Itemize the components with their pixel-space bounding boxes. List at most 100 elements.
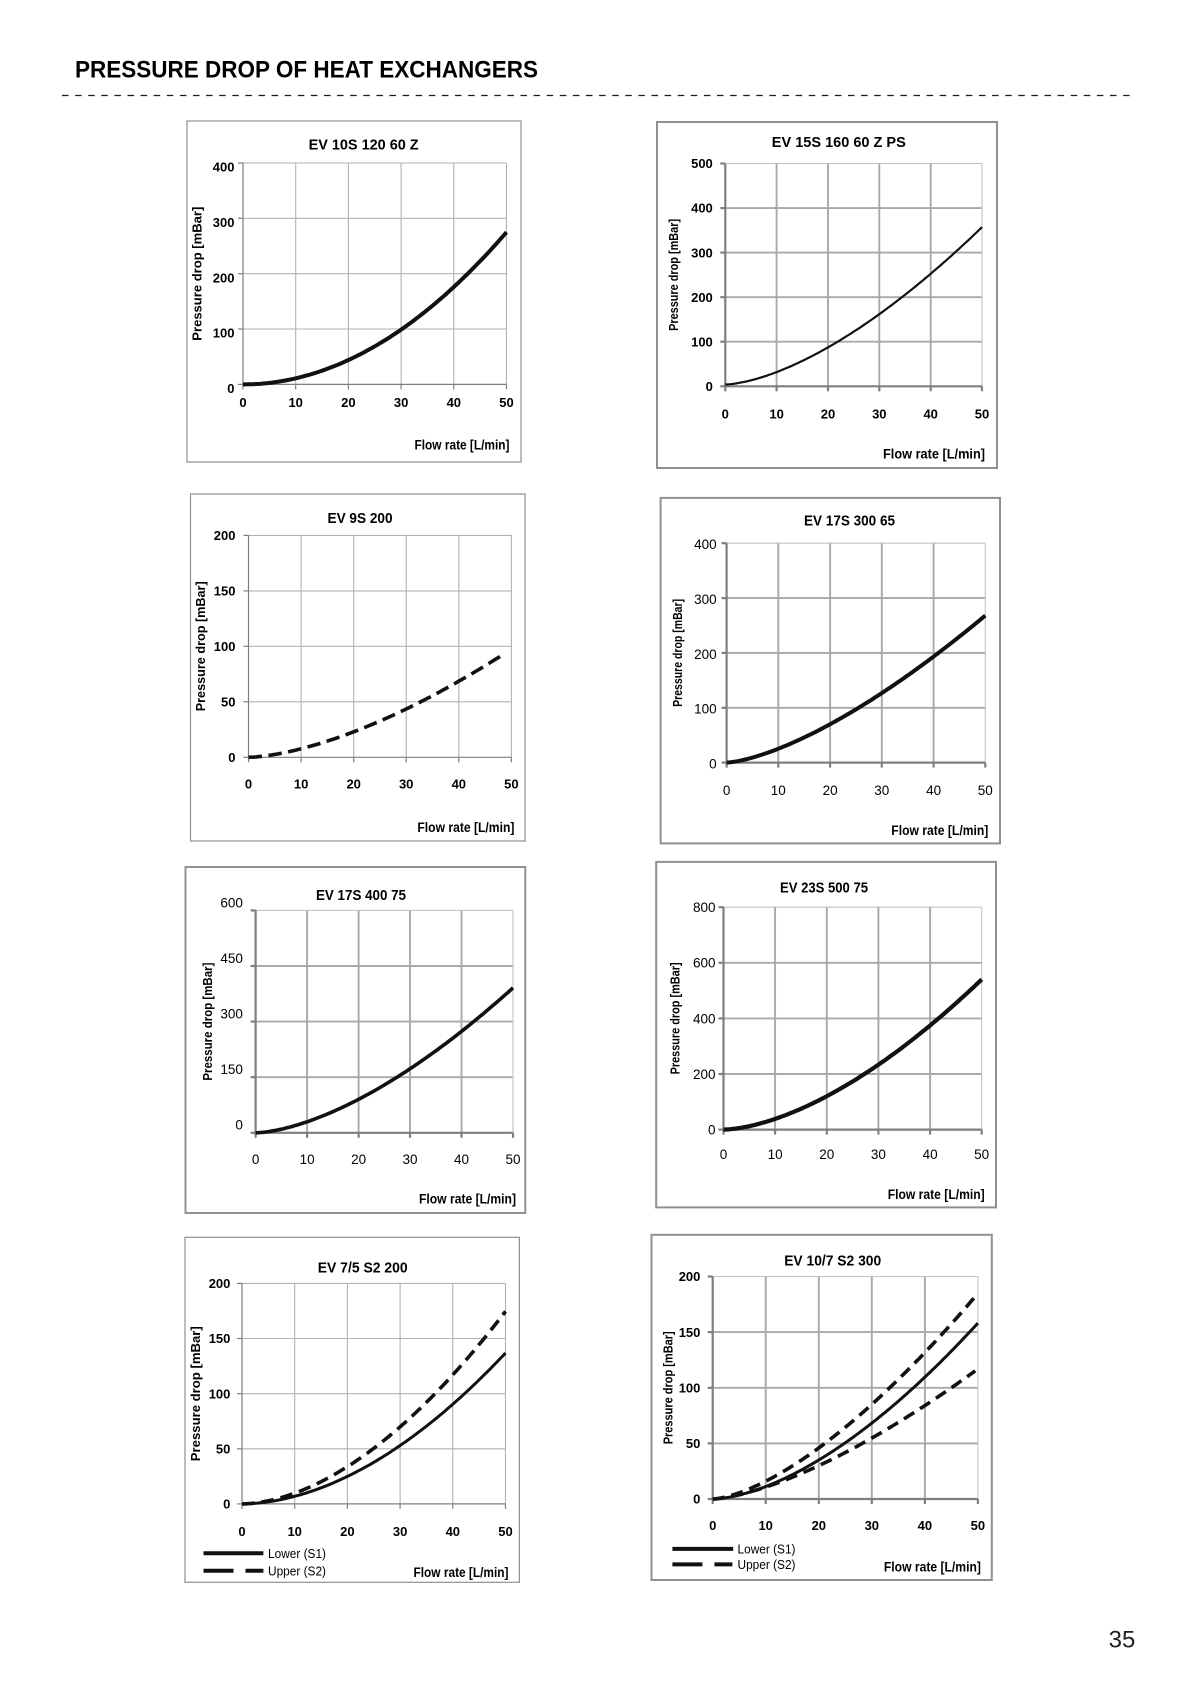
svg-text:30: 30 <box>399 777 413 792</box>
svg-text:0: 0 <box>706 379 713 394</box>
svg-text:0: 0 <box>720 1147 728 1162</box>
svg-text:10: 10 <box>300 1152 315 1167</box>
svg-text:0: 0 <box>245 777 252 792</box>
svg-text:300: 300 <box>694 592 717 607</box>
svg-text:Pressure drop [mBar]: Pressure drop [mBar] <box>200 963 215 1081</box>
svg-text:400: 400 <box>691 201 713 216</box>
svg-text:10: 10 <box>288 395 302 410</box>
svg-text:0: 0 <box>238 1524 245 1539</box>
svg-text:Lower (S1): Lower (S1) <box>738 1542 796 1557</box>
svg-text:10: 10 <box>769 406 783 421</box>
svg-text:0: 0 <box>722 406 729 421</box>
svg-text:0: 0 <box>223 1497 230 1512</box>
svg-text:40: 40 <box>454 1152 469 1167</box>
svg-text:10: 10 <box>287 1524 301 1539</box>
svg-text:0: 0 <box>228 750 235 765</box>
svg-text:400: 400 <box>693 1011 716 1026</box>
svg-text:35: 35 <box>1109 1627 1136 1654</box>
svg-text:0: 0 <box>693 1492 700 1507</box>
svg-text:EV 7/5 S2 200: EV 7/5 S2 200 <box>318 1259 408 1276</box>
svg-text:Pressure drop [mBar]: Pressure drop [mBar] <box>188 1326 203 1461</box>
svg-text:30: 30 <box>872 406 886 421</box>
svg-text:20: 20 <box>812 1518 826 1533</box>
svg-text:0: 0 <box>239 395 246 410</box>
svg-text:50: 50 <box>499 395 513 410</box>
svg-text:300: 300 <box>691 245 713 260</box>
svg-text:50: 50 <box>505 1152 520 1167</box>
svg-text:20: 20 <box>341 395 355 410</box>
svg-text:Pressure drop [mBar]: Pressure drop [mBar] <box>193 581 208 711</box>
svg-text:200: 200 <box>214 528 236 543</box>
svg-text:30: 30 <box>865 1518 879 1533</box>
svg-text:40: 40 <box>452 777 466 792</box>
svg-text:200: 200 <box>693 1067 716 1082</box>
svg-text:10: 10 <box>758 1518 772 1533</box>
svg-text:200: 200 <box>679 1269 701 1284</box>
svg-text:150: 150 <box>214 584 236 599</box>
svg-text:300: 300 <box>220 1007 243 1022</box>
svg-text:800: 800 <box>693 900 716 915</box>
svg-text:Pressure drop [mBar]: Pressure drop [mBar] <box>670 599 685 707</box>
svg-text:EV 9S 200: EV 9S 200 <box>328 510 393 527</box>
svg-text:100: 100 <box>213 326 235 341</box>
svg-text:Pressure drop [mBar]: Pressure drop [mBar] <box>190 207 205 341</box>
svg-text:EV 10S 120 60 Z: EV 10S 120 60 Z <box>309 137 419 154</box>
svg-text:50: 50 <box>975 406 989 421</box>
svg-text:200: 200 <box>213 270 235 285</box>
svg-text:10: 10 <box>768 1147 783 1162</box>
svg-text:200: 200 <box>209 1276 231 1291</box>
svg-text:Flow rate [L/min]: Flow rate [L/min] <box>417 820 514 835</box>
svg-text:100: 100 <box>694 702 717 717</box>
svg-text:Flow rate [L/min]: Flow rate [L/min] <box>415 437 510 452</box>
svg-text:0: 0 <box>235 1118 243 1133</box>
svg-text:40: 40 <box>923 406 937 421</box>
svg-text:50: 50 <box>221 695 235 710</box>
svg-text:Flow rate [L/min]: Flow rate [L/min] <box>884 1559 981 1574</box>
svg-text:EV 17S 400 75: EV 17S 400 75 <box>316 887 406 904</box>
svg-text:50: 50 <box>978 783 993 798</box>
svg-text:50: 50 <box>971 1518 985 1533</box>
svg-text:30: 30 <box>871 1147 886 1162</box>
svg-text:150: 150 <box>220 1062 243 1077</box>
svg-text:100: 100 <box>209 1386 231 1401</box>
svg-text:10: 10 <box>294 777 308 792</box>
svg-text:20: 20 <box>351 1152 366 1167</box>
svg-text:50: 50 <box>686 1436 700 1451</box>
svg-text:0: 0 <box>708 1123 716 1138</box>
svg-text:400: 400 <box>213 160 235 175</box>
svg-text:100: 100 <box>679 1380 701 1395</box>
svg-text:Pressure drop [mBar]: Pressure drop [mBar] <box>666 219 681 331</box>
svg-text:20: 20 <box>819 1147 834 1162</box>
svg-text:600: 600 <box>693 956 716 971</box>
svg-text:600: 600 <box>220 895 243 910</box>
svg-text:0: 0 <box>252 1152 260 1167</box>
svg-text:200: 200 <box>694 647 717 662</box>
svg-text:50: 50 <box>504 777 518 792</box>
svg-text:400: 400 <box>694 537 717 552</box>
svg-text:Pressure drop [mBar]: Pressure drop [mBar] <box>668 962 683 1074</box>
svg-text:100: 100 <box>691 334 713 349</box>
svg-text:30: 30 <box>393 1524 407 1539</box>
svg-text:20: 20 <box>821 406 835 421</box>
svg-text:150: 150 <box>209 1331 231 1346</box>
svg-text:20: 20 <box>340 1524 354 1539</box>
svg-text:EV 10/7 S2 300: EV 10/7 S2 300 <box>784 1253 881 1270</box>
svg-text:30: 30 <box>394 395 408 410</box>
svg-text:50: 50 <box>974 1147 989 1162</box>
svg-text:40: 40 <box>447 395 461 410</box>
svg-text:Lower (S1): Lower (S1) <box>268 1546 326 1561</box>
svg-text:40: 40 <box>923 1147 938 1162</box>
svg-text:Flow rate [L/min]: Flow rate [L/min] <box>414 1565 509 1580</box>
svg-text:Pressure drop [mBar]: Pressure drop [mBar] <box>661 1331 676 1444</box>
svg-text:20: 20 <box>346 777 360 792</box>
svg-text:0: 0 <box>227 381 234 396</box>
svg-text:Upper (S2): Upper (S2) <box>738 1557 796 1572</box>
svg-text:30: 30 <box>874 783 889 798</box>
svg-text:Flow rate [L/min]: Flow rate [L/min] <box>888 1187 985 1202</box>
svg-text:40: 40 <box>918 1518 932 1533</box>
svg-text:Flow rate [L/min]: Flow rate [L/min] <box>419 1191 516 1206</box>
svg-text:40: 40 <box>446 1524 460 1539</box>
svg-text:Flow rate [L/min]: Flow rate [L/min] <box>883 446 985 461</box>
svg-text:300: 300 <box>213 215 235 230</box>
svg-text:Flow rate [L/min]: Flow rate [L/min] <box>891 823 988 838</box>
